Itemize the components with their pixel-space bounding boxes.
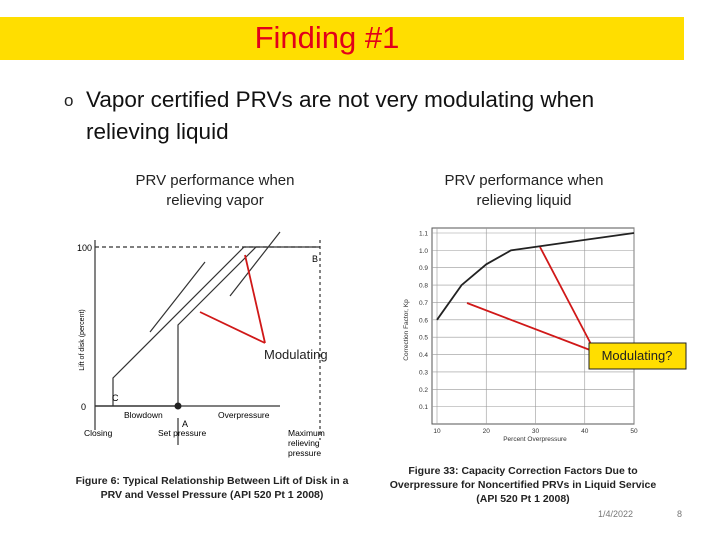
point-label: B — [312, 254, 318, 264]
diagram-label: Overpressure — [218, 410, 270, 420]
correction-chart: 0.1 0.2 0.3 0.4 0.5 0.6 0.7 0.8 0.9 1.0 1.1 10 20 30 4… — [403, 227, 638, 443]
diagram-label: Maximum relieving pressure — [288, 428, 325, 458]
annotation-box — [588, 342, 687, 370]
point-label: C — [112, 393, 119, 403]
y-tick-label: 0.9 — [419, 265, 428, 272]
set-pressure: Set pressure — [158, 428, 207, 438]
y-tick-label: 0.7 — [419, 300, 428, 307]
plot-area — [431, 227, 635, 425]
tick-label: 100 — [77, 243, 92, 253]
y-tick-label: 0.5 — [419, 335, 428, 342]
bullet-marker: o — [64, 91, 74, 110]
right-caption: Figure 33: Capacity Correction Factors D… — [389, 465, 657, 505]
x-tick-label: 30 — [532, 428, 540, 435]
max-pressure: Maximum relieving pressure — [288, 428, 325, 458]
y-axis-label: Correction Factor, Kp — [403, 299, 410, 361]
page-number: 8 — [677, 509, 683, 519]
diagram-label: Set pressure — [158, 428, 207, 438]
y-tick-label: 0.8 — [419, 283, 428, 290]
y-tick-label: 0.2 — [419, 387, 428, 394]
y-tick-label: 1.0 — [419, 248, 428, 255]
x-tick-label: 10 — [433, 428, 441, 435]
arrow — [229, 231, 281, 297]
annotation: Modulating — [264, 347, 328, 362]
right-heading: PRV performance when relieving liquid — [444, 172, 604, 209]
annotation: Modulating? — [602, 348, 673, 363]
set-point — [174, 402, 182, 410]
curve — [436, 232, 635, 321]
left-heading: PRV performance when relieving vapor — [135, 172, 295, 209]
annotation-arrow — [466, 302, 591, 351]
x-axis-label: Percent Overpressure — [503, 436, 567, 443]
point-label: A — [182, 419, 188, 429]
y-tick-label: 0.1 — [419, 404, 428, 411]
diagram-label: Closing — [84, 428, 113, 438]
diagram-label: Blowdown — [124, 410, 163, 420]
title-bar — [0, 17, 684, 60]
x-tick-label: 40 — [581, 428, 589, 435]
y-tick-label: 0.6 — [419, 317, 428, 324]
opening-path — [177, 246, 257, 406]
lift-diagram — [94, 231, 321, 445]
bullet-text: Vapor certified PRVs are not very modula… — [86, 87, 595, 144]
footer-date: 1/4/2022 — [598, 509, 634, 519]
closing-path — [112, 246, 320, 406]
slide-title: Finding #1 — [254, 20, 400, 55]
arrow — [149, 261, 206, 333]
axis-label: Lift of disk (percent) — [79, 309, 86, 370]
y-tick-label: 0.3 — [419, 369, 428, 376]
y-tick-label: 1.1 — [419, 231, 428, 238]
annotation-arrow — [244, 254, 266, 344]
annotation-arrow — [539, 246, 593, 347]
left-caption: Figure 6: Typical Relationship Between L… — [75, 475, 349, 501]
tick-label: 0 — [81, 402, 86, 412]
annotation-arrow — [199, 311, 266, 344]
y-tick-label: 0.4 — [419, 352, 428, 359]
x-tick-label: 20 — [483, 428, 491, 435]
x-tick-label: 50 — [630, 428, 638, 435]
